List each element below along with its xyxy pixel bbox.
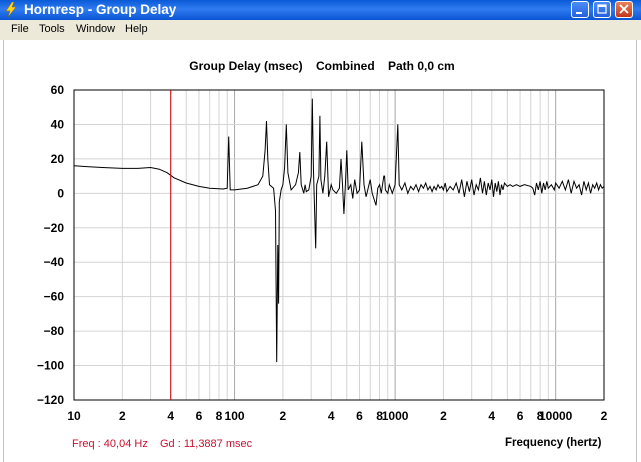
x-tick-label: 10000	[539, 409, 573, 423]
x-tick-label: 100	[225, 409, 245, 423]
minimize-button[interactable]	[571, 1, 589, 18]
x-tick-label: 4	[488, 409, 495, 423]
content-area	[3, 40, 637, 462]
close-icon	[619, 4, 629, 14]
x-tick-label: 6	[196, 409, 203, 423]
y-tick-label: −40	[44, 255, 65, 269]
y-tick-label: −80	[44, 324, 65, 338]
x-axis-label: Frequency (hertz)	[505, 437, 602, 449]
y-tick-label: 40	[51, 117, 65, 131]
x-tick-label: 8	[376, 409, 383, 423]
maximize-button[interactable]	[593, 1, 611, 18]
y-tick-label: 60	[51, 83, 65, 97]
window-title: Hornresp - Group Delay	[24, 2, 177, 17]
hornresp-app-icon	[5, 2, 17, 17]
menu-file[interactable]: File	[11, 23, 29, 35]
x-tick-label: 2	[119, 409, 126, 423]
x-tick-label: 1000	[382, 409, 409, 423]
x-tick-label: 10	[67, 409, 81, 423]
menu-tools[interactable]: Tools	[39, 23, 65, 35]
y-tick-label: −120	[37, 393, 64, 407]
x-tick-label: 8	[537, 409, 544, 423]
y-tick-label: 0	[57, 186, 64, 200]
y-tick-label: −100	[37, 359, 64, 373]
menu-help[interactable]: Help	[125, 23, 148, 35]
y-tick-label: −60	[44, 290, 65, 304]
group-delay-trace	[73, 98, 605, 363]
y-tick-label: 20	[51, 152, 65, 166]
title-bar[interactable]: Hornresp - Group Delay	[0, 0, 641, 20]
maximize-icon	[597, 4, 607, 14]
menu-bar: File Tools Window Help	[0, 20, 641, 40]
x-tick-label: 6	[517, 409, 524, 423]
x-tick-label: 2	[601, 409, 608, 423]
gd-readout: Gd : 11,3887 msec	[160, 438, 253, 450]
x-tick-label: 4	[328, 409, 335, 423]
menu-window[interactable]: Window	[76, 23, 116, 35]
freq-readout: Freq : 40,04 Hz	[72, 438, 148, 450]
close-button[interactable]	[615, 1, 633, 18]
x-tick-label: 8	[216, 409, 223, 423]
x-tick-label: 2	[280, 409, 287, 423]
x-tick-label: 6	[356, 409, 363, 423]
minimize-icon	[576, 12, 582, 14]
x-tick-label: 4	[167, 409, 174, 423]
y-tick-label: −20	[44, 221, 65, 235]
chart-title: Group Delay (msec) Combined Path 0,0 cm	[189, 59, 454, 73]
x-tick-label: 2	[440, 409, 447, 423]
plot-frame	[73, 89, 605, 401]
